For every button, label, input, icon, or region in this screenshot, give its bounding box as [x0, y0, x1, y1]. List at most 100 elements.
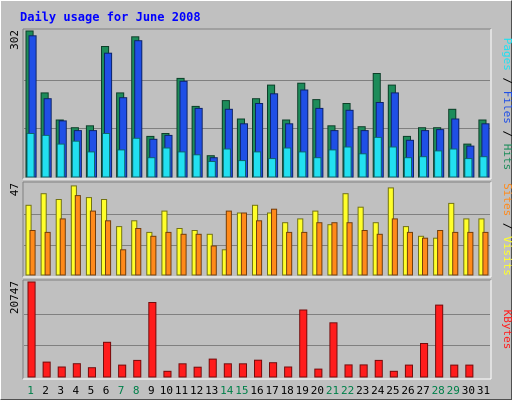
- x-tick-label-day-24: 24: [371, 384, 385, 397]
- bar-sites-day-4: [74, 195, 81, 276]
- bar-kbytes-day-17: [269, 362, 278, 378]
- x-tick-label-day-7: 7: [118, 384, 125, 397]
- x-tick-label-day-26: 26: [401, 384, 414, 397]
- x-tick-label-day-11: 11: [175, 384, 188, 397]
- bar-sites-day-15: [240, 212, 247, 276]
- bar-pages-day-16: [253, 151, 262, 178]
- bar-pages-day-4: [71, 140, 80, 178]
- bar-sites-day-31: [482, 231, 489, 276]
- legend-separator: /: [501, 216, 512, 236]
- bar-pages-day-11: [177, 151, 186, 178]
- bar-pages-day-2: [41, 134, 50, 178]
- x-tick-label-day-20: 20: [311, 384, 324, 397]
- bar-kbytes-day-19: [299, 309, 308, 378]
- bar-pages-day-29: [449, 148, 458, 178]
- x-tick-label-day-25: 25: [386, 384, 399, 397]
- bar-pages-day-10: [162, 147, 171, 178]
- bar-kbytes-day-11: [178, 363, 187, 378]
- bar-kbytes-day-12: [193, 366, 202, 378]
- bar-sites-day-19: [301, 231, 308, 276]
- x-tick-label-day-18: 18: [281, 384, 294, 397]
- bar-sites-day-20: [316, 222, 323, 276]
- bar-sites-day-18: [286, 231, 293, 276]
- bar-sites-day-12: [195, 233, 202, 276]
- bar-sites-day-17: [271, 208, 278, 276]
- bar-pages-day-25: [388, 146, 397, 178]
- bar-pages-day-7: [117, 149, 126, 178]
- legend-entry-files: Files: [501, 91, 512, 124]
- legend-entry-visits: Visits: [501, 236, 512, 276]
- bar-pages-day-27: [419, 156, 428, 178]
- bar-sites-day-2: [44, 231, 51, 276]
- x-tick-label-day-12: 12: [190, 384, 203, 397]
- x-tick-label-day-8: 8: [133, 384, 140, 397]
- x-tick-label-day-28: 28: [432, 384, 445, 397]
- bar-pages-day-18: [283, 147, 292, 178]
- x-tick-label-day-29: 29: [447, 384, 460, 397]
- x-tick-label-day-17: 17: [265, 384, 278, 397]
- bar-sites-day-13: [210, 245, 217, 276]
- x-tick-label-day-3: 3: [57, 384, 64, 397]
- bar-kbytes-day-1: [27, 281, 36, 378]
- bar-kbytes-day-7: [118, 364, 127, 378]
- bar-sites-day-23: [361, 230, 368, 276]
- bar-pages-day-22: [343, 146, 352, 178]
- bar-sites-day-26: [406, 231, 413, 276]
- bar-sites-day-25: [391, 218, 398, 276]
- bar-kbytes-day-20: [314, 368, 323, 378]
- bar-pages-day-20: [313, 157, 322, 178]
- bar-pages-day-30: [464, 158, 473, 178]
- bar-kbytes-day-5: [87, 367, 97, 378]
- bar-kbytes-day-14: [223, 363, 232, 378]
- chart-title: Daily usage for June 2008: [20, 10, 201, 24]
- bar-sites-day-28: [437, 230, 444, 276]
- bar-pages-day-15: [237, 160, 246, 178]
- bar-sites-day-1: [29, 230, 36, 276]
- bar-kbytes-day-9: [148, 302, 157, 378]
- bar-pages-day-3: [56, 143, 65, 178]
- bar-sites-day-27: [422, 237, 429, 276]
- bar-pages-day-23: [358, 153, 367, 178]
- bar-pages-day-24: [373, 136, 382, 178]
- panel-visits-sites: 47: [8, 181, 492, 278]
- bar-pages-day-1: [26, 133, 35, 178]
- bar-sites-day-16: [256, 220, 263, 276]
- x-tick-label-day-30: 30: [462, 384, 475, 397]
- x-tick-label-day-9: 9: [148, 384, 155, 397]
- bar-kbytes-day-24: [374, 359, 383, 378]
- bar-kbytes-day-10: [163, 370, 172, 378]
- x-tick-label-day-10: 10: [160, 384, 173, 397]
- bar-pages-day-5: [86, 151, 96, 178]
- bar-kbytes-day-15: [238, 363, 247, 378]
- bar-sites-day-24: [376, 233, 383, 276]
- bar-pages-day-17: [268, 158, 277, 178]
- x-tick-label-day-15: 15: [235, 384, 248, 397]
- bar-sites-day-5: [89, 210, 97, 276]
- bar-kbytes-day-26: [404, 364, 413, 378]
- y-max-label: 302: [8, 30, 21, 50]
- y-max-label: 20747: [8, 281, 21, 314]
- bar-sites-day-7: [120, 249, 127, 276]
- bar-kbytes-day-18: [284, 366, 293, 378]
- legend-entry-kbytes: KBytes: [501, 310, 512, 350]
- bar-sites-day-29: [452, 231, 459, 276]
- legend-separator: /: [501, 71, 512, 91]
- x-tick-label-day-21: 21: [326, 384, 339, 397]
- legend-entry-sites: Sites: [501, 183, 512, 216]
- x-tick-label-day-19: 19: [296, 384, 309, 397]
- bar-pages-day-14: [222, 148, 231, 178]
- x-tick-label-day-31: 31: [477, 384, 490, 397]
- bar-pages-day-19: [298, 151, 307, 178]
- bar-kbytes-day-13: [208, 358, 217, 378]
- bar-pages-day-6: [102, 133, 111, 178]
- x-tick-label-day-6: 6: [103, 384, 110, 397]
- bar-kbytes-day-30: [465, 364, 474, 378]
- y-max-label: 47: [8, 183, 21, 196]
- bar-sites-day-3: [59, 218, 66, 276]
- bar-kbytes-day-27: [420, 343, 429, 378]
- legend-entry-pages: Pages: [501, 38, 512, 71]
- x-tick-label-day-23: 23: [356, 384, 369, 397]
- bar-pages-day-31: [479, 156, 488, 178]
